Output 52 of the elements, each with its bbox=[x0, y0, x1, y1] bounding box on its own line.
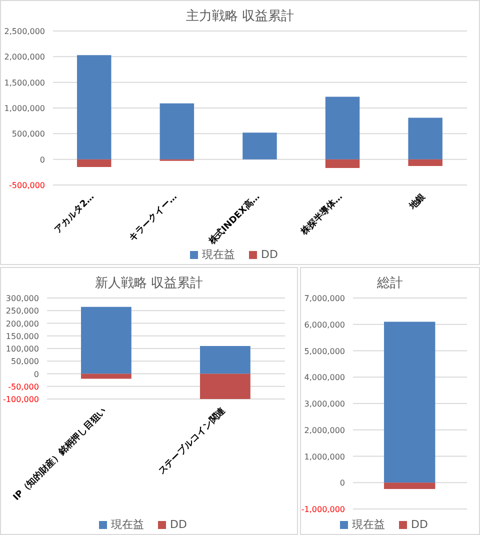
chart-title: 新人戦略 収益累計 bbox=[94, 275, 204, 293]
y-tick-label: 1,000,000 bbox=[304, 452, 345, 462]
y-tick-label: 6,000,000 bbox=[304, 320, 345, 330]
x-tick-label: キラークイー… bbox=[128, 192, 180, 244]
bar bbox=[408, 159, 442, 166]
y-tick-label: 4,000,000 bbox=[304, 373, 345, 382]
bar bbox=[81, 374, 132, 379]
y-tick-label: 0 bbox=[34, 370, 39, 379]
y-tick-label: -100,000 bbox=[3, 395, 39, 404]
bar bbox=[200, 374, 250, 399]
bar bbox=[77, 159, 112, 168]
bar bbox=[325, 159, 360, 168]
y-tick-label: 2,500,000 bbox=[4, 27, 45, 36]
bar bbox=[200, 346, 250, 374]
y-tick-label: 0 bbox=[340, 478, 345, 488]
y-tick-label: -1,000,000 bbox=[301, 505, 345, 514]
bar bbox=[325, 96, 360, 160]
bar bbox=[81, 306, 132, 374]
y-tick-label: 5,000,000 bbox=[304, 346, 345, 356]
y-tick-label: 2,000,000 bbox=[4, 52, 45, 62]
legend-label: DD bbox=[170, 518, 187, 531]
y-tick-label: -50,000 bbox=[8, 382, 39, 392]
x-tick-label: アカルタ2… bbox=[52, 191, 97, 236]
y-tick-label: 150,000 bbox=[6, 332, 39, 341]
y-tick-label: 3,000,000 bbox=[304, 400, 345, 408]
y-tick-label: 250,000 bbox=[6, 306, 39, 316]
x-tick-label: ステーブルコイン関連 bbox=[156, 404, 228, 477]
y-tick-label: 100,000 bbox=[6, 344, 39, 354]
legend-label: DD bbox=[261, 248, 278, 261]
y-tick-label: 200,000 bbox=[6, 319, 39, 328]
x-tick-label: 株探半導体… bbox=[298, 191, 345, 238]
y-tick-label: 0 bbox=[40, 155, 45, 164]
y-tick-label: 50,000 bbox=[11, 357, 39, 366]
legend-label: 現在益 bbox=[352, 517, 386, 532]
y-tick-label: 300,000 bbox=[6, 294, 39, 303]
bar bbox=[242, 132, 277, 160]
legend-label: DD bbox=[411, 518, 428, 531]
bar bbox=[160, 103, 194, 160]
legend-label: 現在益 bbox=[202, 247, 236, 262]
y-tick-label: 500,000 bbox=[12, 130, 45, 139]
y-tick-label: 7,000,000 bbox=[304, 294, 345, 303]
y-tick-label: 2,000,000 bbox=[304, 426, 345, 435]
bar bbox=[77, 55, 112, 160]
x-tick-label: IP（知的財産）銘柄押し目狙い bbox=[11, 405, 109, 503]
chart-title: 主力戦略 収益累計 bbox=[184, 8, 296, 26]
legend-label: 現在益 bbox=[111, 517, 144, 532]
chart-title: 総計 bbox=[376, 275, 404, 293]
y-tick-label: 1,500,000 bbox=[4, 78, 45, 88]
bar bbox=[408, 118, 442, 160]
y-tick-label: 1,000,000 bbox=[4, 104, 45, 113]
x-tick-label: 地銀 bbox=[406, 190, 428, 213]
y-tick-label: -500,000 bbox=[9, 181, 45, 190]
